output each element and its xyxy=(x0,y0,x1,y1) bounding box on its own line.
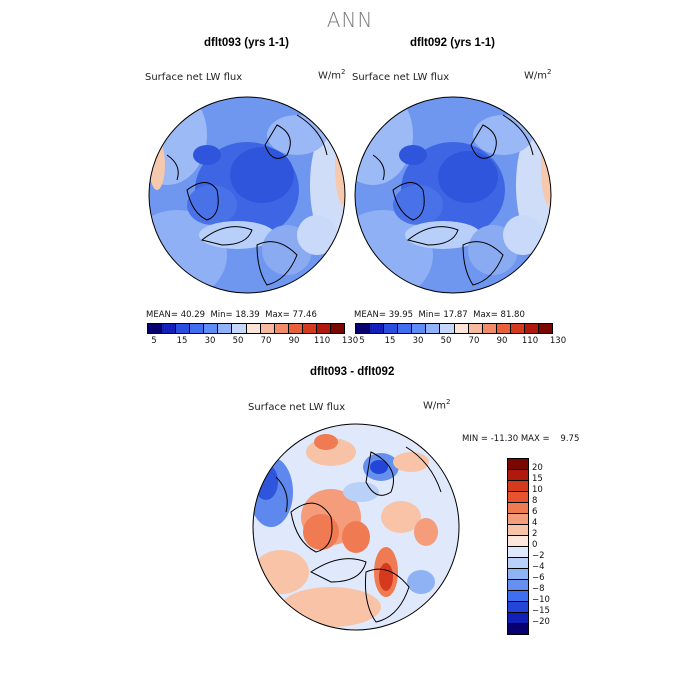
colorbar-tick-label: −2 xyxy=(532,551,545,561)
colorbar-swatch xyxy=(176,324,191,333)
colorbar-swatch xyxy=(468,324,483,333)
colorbar-swatch xyxy=(398,324,413,333)
colorbar-swatch xyxy=(190,324,205,333)
colorbar-tick-label: 90 xyxy=(288,336,300,346)
diff-panel-title: dflt093 - dflt092 xyxy=(310,366,395,378)
colorbar-tick-label: 130 xyxy=(549,336,567,346)
left-colorbar xyxy=(147,323,345,334)
colorbar-swatch xyxy=(508,470,528,481)
left-panel-title: dflt093 (yrs 1-1) xyxy=(204,37,290,49)
colorbar-tick-label: 0 xyxy=(532,540,538,550)
colorbar-tick-label: −4 xyxy=(532,562,545,572)
colorbar-tick-label: −10 xyxy=(532,595,550,605)
right-field-label: Surface net LW flux xyxy=(352,72,450,83)
page-title: ANN xyxy=(326,8,374,32)
diff-units: W/m2 xyxy=(423,398,451,412)
colorbar-swatch xyxy=(508,536,528,547)
colorbar-tick-label: −15 xyxy=(532,606,550,616)
colorbar-swatch xyxy=(302,324,317,333)
colorbar-tick-label: 130 xyxy=(341,336,359,346)
diff-field-label: Surface net LW flux xyxy=(248,402,346,413)
colorbar-tick-label: 6 xyxy=(532,507,538,517)
colorbar-swatch xyxy=(496,324,511,333)
right-stats: MEAN= 39.95 Min= 17.87 Max= 81.80 xyxy=(354,310,525,320)
colorbar-tick-label: 4 xyxy=(532,518,538,528)
diff-colorbar xyxy=(507,458,529,635)
colorbar-swatch xyxy=(440,324,455,333)
colorbar-tick-label: 20 xyxy=(532,463,543,473)
colorbar-swatch xyxy=(356,324,371,333)
colorbar-tick-label: 50 xyxy=(232,336,244,346)
colorbar-tick-label: 70 xyxy=(468,336,480,346)
colorbar-swatch xyxy=(412,324,427,333)
right-polar-map xyxy=(354,96,552,294)
colorbar-swatch xyxy=(482,324,497,333)
colorbar-tick-label: 70 xyxy=(260,336,272,346)
colorbar-tick-label: 8 xyxy=(532,496,538,506)
colorbar-tick-label: 10 xyxy=(532,485,543,495)
colorbar-tick-label: 110 xyxy=(521,336,539,346)
right-colorbar-ticks: 5 15 30 50 70 90 110 130 xyxy=(355,336,566,348)
colorbar-swatch xyxy=(148,324,163,333)
diff-colorbar-ticks: 20 15 10 8 6 4 2 0 −2 −4 −6 −8 −10 −15 −20 xyxy=(532,458,572,628)
diff-stats: MIN = -11.30 MAX = 9.75 xyxy=(462,434,580,444)
colorbar-tick-label: 15 xyxy=(532,474,543,484)
colorbar-swatch xyxy=(384,324,399,333)
colorbar-swatch xyxy=(288,324,303,333)
colorbar-swatch xyxy=(508,481,528,492)
colorbar-tick-label: 5 xyxy=(151,336,157,346)
colorbar-swatch xyxy=(508,459,528,470)
colorbar-swatch xyxy=(508,580,528,591)
colorbar-swatch xyxy=(162,324,177,333)
colorbar-swatch xyxy=(539,324,553,333)
colorbar-swatch xyxy=(508,569,528,580)
colorbar-swatch xyxy=(508,503,528,514)
colorbar-tick-label: −8 xyxy=(532,584,545,594)
colorbar-tick-label: −6 xyxy=(532,573,545,583)
left-units: W/m2 xyxy=(318,68,346,82)
colorbar-tick-label: 2 xyxy=(532,529,538,539)
colorbar-swatch xyxy=(274,324,289,333)
left-colorbar-ticks: 5 15 30 50 70 90 110 130 xyxy=(147,336,358,348)
colorbar-tick-label: 5 xyxy=(359,336,365,346)
diff-polar-map xyxy=(252,423,460,631)
colorbar-swatch xyxy=(508,591,528,602)
colorbar-swatch xyxy=(508,514,528,525)
right-panel-title: dflt092 (yrs 1-1) xyxy=(410,37,496,49)
colorbar-swatch xyxy=(508,613,528,624)
colorbar-tick-label: −20 xyxy=(532,617,550,627)
colorbar-tick-label: 15 xyxy=(384,336,396,346)
colorbar-swatch xyxy=(232,324,247,333)
colorbar-tick-label: 110 xyxy=(313,336,331,346)
colorbar-tick-label: 30 xyxy=(204,336,216,346)
colorbar-swatch xyxy=(508,558,528,569)
colorbar-swatch xyxy=(218,324,233,333)
colorbar-tick-label: 15 xyxy=(176,336,188,346)
colorbar-swatch xyxy=(331,324,345,333)
colorbar-swatch xyxy=(246,324,261,333)
colorbar-swatch xyxy=(370,324,385,333)
colorbar-tick-label: 30 xyxy=(412,336,424,346)
right-colorbar xyxy=(355,323,553,334)
right-units: W/m2 xyxy=(524,68,552,82)
colorbar-swatch xyxy=(426,324,441,333)
colorbar-swatch xyxy=(508,547,528,558)
left-stats: MEAN= 40.29 Min= 18.39 Max= 77.46 xyxy=(146,310,317,320)
colorbar-swatch xyxy=(508,492,528,503)
left-field-label: Surface net LW flux xyxy=(145,72,243,83)
colorbar-swatch xyxy=(316,324,332,333)
colorbar-swatch xyxy=(508,624,528,634)
left-polar-map xyxy=(148,96,346,294)
colorbar-swatch xyxy=(524,324,540,333)
colorbar-swatch xyxy=(454,324,469,333)
colorbar-swatch xyxy=(508,525,528,536)
colorbar-swatch xyxy=(204,324,219,333)
colorbar-tick-label: 50 xyxy=(440,336,452,346)
colorbar-swatch xyxy=(510,324,525,333)
colorbar-tick-label: 90 xyxy=(496,336,508,346)
colorbar-swatch xyxy=(260,324,275,333)
colorbar-swatch xyxy=(508,602,528,613)
